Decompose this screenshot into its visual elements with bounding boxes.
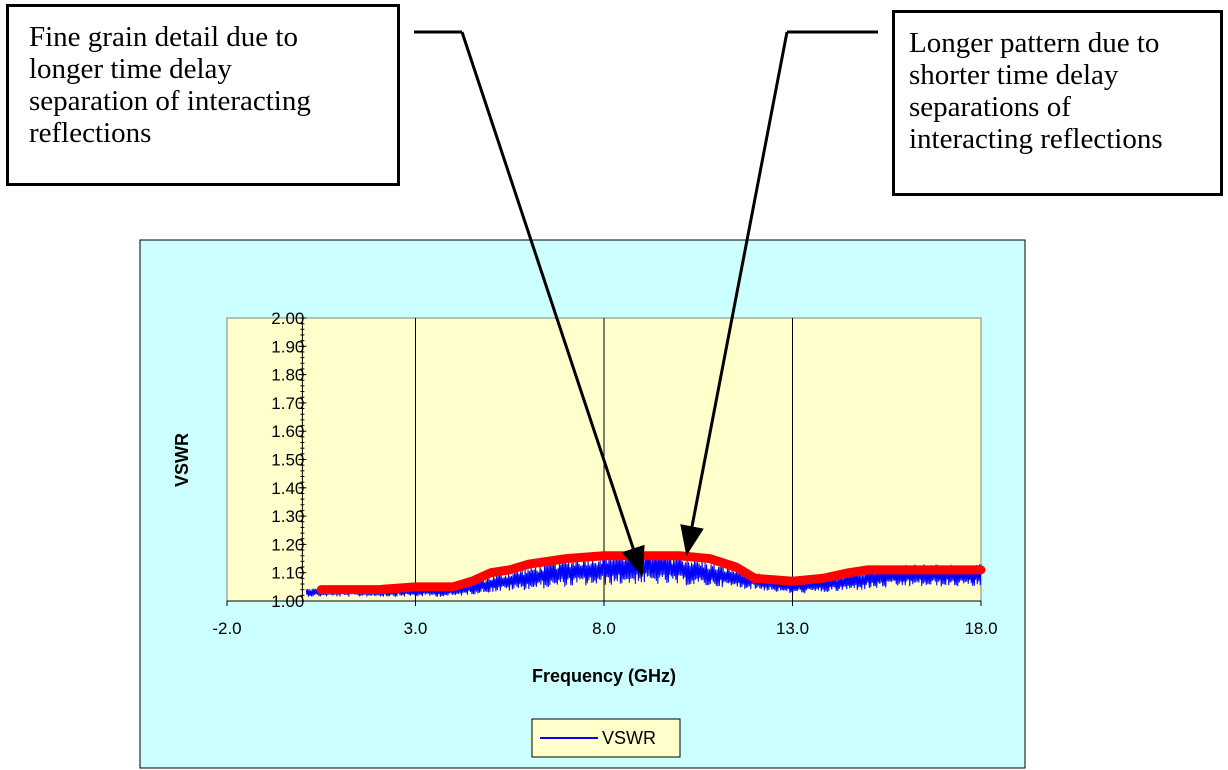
- y-tick-label-6: 1.60: [271, 422, 304, 441]
- trend-point-18: [867, 569, 869, 571]
- callout-left-line-4: reflections: [29, 117, 152, 149]
- callout-longer-pattern: Longer pattern due to shorter time delay…: [892, 10, 1223, 196]
- x-tick-label-2: 8.0: [592, 619, 616, 638]
- y-tick-label-8: 1.80: [271, 366, 304, 385]
- callout-left-line-2: longer time delay: [29, 53, 232, 85]
- trend-point-12: [709, 558, 711, 560]
- trend-point-17: [848, 572, 850, 574]
- legend-label-vswr: VSWR: [602, 728, 656, 748]
- series-trend-line: [316, 551, 986, 595]
- trend-point-21: [980, 569, 982, 571]
- trend-point-9: [603, 555, 605, 557]
- x-axis-title: Frequency (GHz): [532, 666, 676, 686]
- trend-point-19: [905, 569, 907, 571]
- trend-point-15: [792, 580, 793, 582]
- callout-right-line-1: Longer pattern due to: [909, 27, 1160, 59]
- trend-point-13: [735, 566, 737, 568]
- arrow-right: [680, 31, 789, 556]
- trend-point-5: [490, 572, 492, 574]
- y-tick-label-10: 2.00: [271, 309, 304, 328]
- y-tick-label-1: 1.10: [271, 564, 304, 583]
- callout-fine-grain: Fine grain detail due to longer time del…: [6, 4, 400, 186]
- callout-left-line-1: Fine grain detail due to: [29, 21, 298, 53]
- trend-point-4: [471, 580, 473, 582]
- y-tick-label-3: 1.30: [271, 507, 304, 526]
- y-tick-label-9: 1.90: [271, 337, 304, 356]
- y-tick-label-0: 1.00: [271, 592, 304, 611]
- trend-point-2: [415, 586, 416, 588]
- trend-point-20: [942, 569, 944, 571]
- x-tick-label-0: -2.0: [212, 619, 241, 638]
- x-tick-label-3: 13.0: [776, 619, 809, 638]
- callout-left-line-3: separation of interacting: [29, 85, 311, 117]
- y-tick-label-2: 1.20: [271, 535, 304, 554]
- trend-point-10: [641, 555, 643, 557]
- arrow-left: [460, 31, 645, 577]
- x-tick-label-4: 18.0: [964, 619, 997, 638]
- trend-point-6: [509, 569, 511, 571]
- trend-point-1: [377, 589, 379, 591]
- trend-point-0: [320, 589, 322, 591]
- callout-right-line-2: shorter time delay: [909, 59, 1119, 91]
- callout-right-line-4: interacting reflections: [909, 123, 1163, 155]
- y-tick-label-7: 1.70: [271, 394, 304, 413]
- y-tick-label-5: 1.50: [271, 451, 304, 470]
- trend-point-11: [678, 555, 680, 557]
- trend-point-7: [528, 563, 530, 565]
- y-tick-label-4: 1.40: [271, 479, 304, 498]
- x-tick-label-1: 3.0: [404, 619, 428, 638]
- trend-point-8: [565, 558, 567, 560]
- trend-point-16: [822, 577, 824, 579]
- trend-point-3: [452, 586, 454, 588]
- y-axis-title: VSWR: [172, 433, 192, 487]
- callout-right-line-3: separations of: [909, 91, 1071, 123]
- trend-point-14: [754, 577, 756, 579]
